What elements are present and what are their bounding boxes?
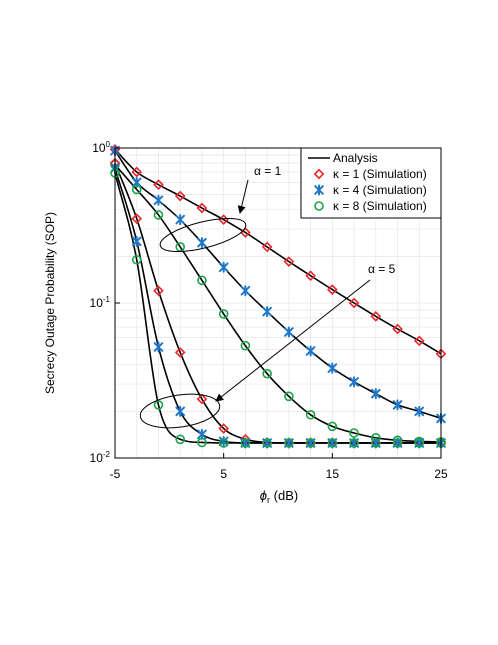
alpha-1-arrow [237,179,249,214]
y-axis-label: Secrecy Outage Probability (SOP) [43,212,57,394]
legend-marker-asterisk [314,184,324,196]
data-point-kappa-8-alpha-1 [305,409,316,420]
data-point-kappa-1-alpha-1 [196,202,208,214]
data-point-kappa-4-alpha-5 [197,428,207,440]
legend: Analysis κ = 1 (Simulation) κ = 4 (Simulat… [300,147,442,219]
y-tick-label: 100 [92,140,110,155]
data-point-kappa-1-alpha-5 [131,213,143,225]
legend-label: κ = 8 (Simulation) [333,199,427,213]
data-point-kappa-8-alpha-5 [240,438,251,448]
legend-marker-diamond [313,168,325,180]
data-point-kappa-8-alpha-1 [349,428,359,438]
analysis-curve-kappa-1-alpha-1 [114,148,442,355]
data-point-kappa-4-alpha-1 [262,306,272,318]
alpha-1-ellipse [159,217,247,253]
data-point-kappa-8-alpha-5 [262,438,272,448]
analysis-curve-kappa-4-alpha-1 [114,150,442,420]
simulation-markers [109,144,447,449]
data-point-kappa-1-alpha-1 [305,270,316,282]
alpha-1-annotation: α = 1 [254,164,282,178]
data-point-kappa-8-alpha-1 [175,242,185,252]
data-point-kappa-8-alpha-5 [370,438,381,448]
data-point-kappa-4-alpha-1 [284,326,294,338]
data-point-kappa-1-alpha-5 [218,423,229,434]
legend-label: κ = 1 (Simulation) [333,167,427,181]
data-point-kappa-1-alpha-1 [327,284,338,295]
data-point-kappa-1-alpha-5 [153,285,164,297]
data-point-kappa-1-alpha-1 [348,297,360,309]
data-point-kappa-1-alpha-1 [261,241,273,253]
legend-marker-circle [314,201,324,211]
data-point-kappa-4-alpha-5 [131,235,142,247]
analysis-curve-kappa-8-alpha-1 [114,164,442,443]
data-point-kappa-4-alpha-1 [153,194,164,206]
legend-box [300,147,442,219]
data-point-kappa-8-alpha-5 [175,434,185,445]
data-point-kappa-4-alpha-1 [371,388,381,400]
data-point-kappa-8-alpha-1 [327,421,338,432]
data-point-kappa-8-alpha-1 [284,391,294,402]
data-point-kappa-8-alpha-5 [392,438,403,448]
x-tick-label: 25 [434,467,448,481]
y-tick-label: 10-1 [90,295,111,310]
data-point-kappa-8-alpha-5 [414,438,425,448]
data-point-kappa-1-alpha-1 [392,323,403,335]
data-point-kappa-8-alpha-1 [218,309,229,319]
data-point-kappa-1-alpha-5 [174,347,186,358]
data-point-kappa-8-alpha-1 [153,210,164,220]
legend-label: κ = 4 (Simulation) [333,183,427,197]
annotations: α = 1 α = 5 [139,164,396,429]
data-point-kappa-4-alpha-1 [349,376,359,388]
data-point-kappa-8-alpha-1 [262,368,272,379]
y-tick-label: 10-2 [90,450,111,465]
data-point-kappa-8-alpha-5 [131,254,142,265]
data-point-kappa-8-alpha-1 [240,340,251,351]
x-tick-label: 5 [220,467,227,481]
data-point-kappa-4-alpha-1 [218,261,229,273]
legend-label: Analysis [333,151,378,165]
data-point-kappa-4-alpha-5 [175,405,185,417]
alpha-5-ellipse [139,393,221,429]
data-point-kappa-1-alpha-1 [131,166,143,178]
data-point-kappa-8-alpha-5 [284,438,294,448]
data-point-kappa-8-alpha-5 [305,438,316,448]
data-point-kappa-1-alpha-1 [413,335,425,347]
data-point-kappa-8-alpha-1 [131,184,142,195]
data-point-kappa-1-alpha-1 [174,190,186,202]
data-point-kappa-4-alpha-5 [153,341,164,353]
alpha-5-arrow [215,279,371,402]
data-point-kappa-8-alpha-5 [327,438,338,448]
data-point-kappa-4-alpha-1 [414,405,425,417]
alpha-5-annotation: α = 5 [368,262,396,276]
data-point-kappa-1-alpha-1 [283,256,295,267]
data-point-kappa-4-alpha-1 [392,399,403,411]
data-point-kappa-1-alpha-5 [196,393,208,405]
data-point-kappa-8-alpha-5 [349,438,359,448]
data-point-kappa-8-alpha-5 [197,437,207,448]
data-point-kappa-1-alpha-1 [370,311,382,322]
data-point-kappa-8-alpha-1 [197,275,207,286]
x-axis-label: ϕr (dB) [260,488,298,505]
data-point-kappa-4-alpha-1 [197,237,207,249]
data-point-kappa-4-alpha-1 [327,362,338,374]
data-point-kappa-8-alpha-5 [153,400,164,410]
data-point-kappa-4-alpha-1 [240,285,251,297]
x-tick-label: -5 [110,467,121,481]
data-point-kappa-1-alpha-1 [153,179,164,191]
data-point-kappa-8-alpha-5 [218,438,229,448]
x-tick-label: 15 [326,467,340,481]
data-point-kappa-4-alpha-1 [305,345,316,357]
data-point-kappa-4-alpha-1 [175,214,185,226]
